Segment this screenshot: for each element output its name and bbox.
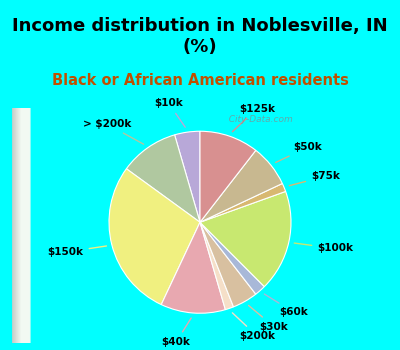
Bar [14,108,24,343]
Text: $40k: $40k [162,318,191,347]
Text: City-Data.com: City-Data.com [223,116,292,124]
Text: $30k: $30k [248,306,288,331]
Bar [14,108,24,343]
Bar [13,108,22,343]
Bar [21,108,30,343]
Bar [14,108,24,343]
Text: $125k: $125k [232,104,275,132]
Bar [14,108,23,343]
Bar [20,108,29,343]
Bar [16,108,26,343]
Bar [20,108,30,343]
Text: > $200k: > $200k [82,119,144,144]
Bar [18,108,27,343]
Text: $50k: $50k [276,142,322,162]
Bar [19,108,29,343]
Wedge shape [200,131,256,222]
Bar [19,108,28,343]
Wedge shape [200,222,234,310]
Text: $10k: $10k [154,98,185,127]
Bar [18,108,28,343]
Bar [16,108,25,343]
Bar [14,108,23,343]
Bar [12,108,22,343]
Wedge shape [200,191,291,287]
Text: $150k: $150k [48,246,106,257]
Bar [15,108,24,343]
Text: $75k: $75k [289,171,340,186]
Bar [21,108,30,343]
Bar [18,108,28,343]
Bar [18,108,27,343]
Bar [12,108,22,343]
Wedge shape [126,135,200,222]
Wedge shape [200,222,256,307]
Bar [20,108,29,343]
Wedge shape [200,150,282,222]
Bar [17,108,26,343]
Bar [13,108,22,343]
Bar [16,108,26,343]
Text: $200k: $200k [232,313,275,341]
Bar [21,108,30,343]
Bar [20,108,29,343]
Wedge shape [200,222,264,294]
Bar [16,108,25,343]
Bar [15,108,24,343]
Bar [15,108,25,343]
Wedge shape [200,183,286,222]
Text: $100k: $100k [294,243,353,253]
Bar [19,108,28,343]
Wedge shape [109,169,200,304]
Bar [16,108,25,343]
Bar [14,108,23,343]
Bar [12,108,22,343]
Text: $60k: $60k [264,294,308,317]
Bar [13,108,22,343]
Bar [17,108,26,343]
Wedge shape [161,222,225,313]
Text: Black or African American residents: Black or African American residents [52,73,348,88]
Text: Income distribution in Noblesville, IN
(%): Income distribution in Noblesville, IN (… [12,17,388,56]
Bar [20,108,30,343]
Bar [18,108,27,343]
Bar [18,108,28,343]
Bar [17,108,26,343]
Wedge shape [175,131,200,222]
